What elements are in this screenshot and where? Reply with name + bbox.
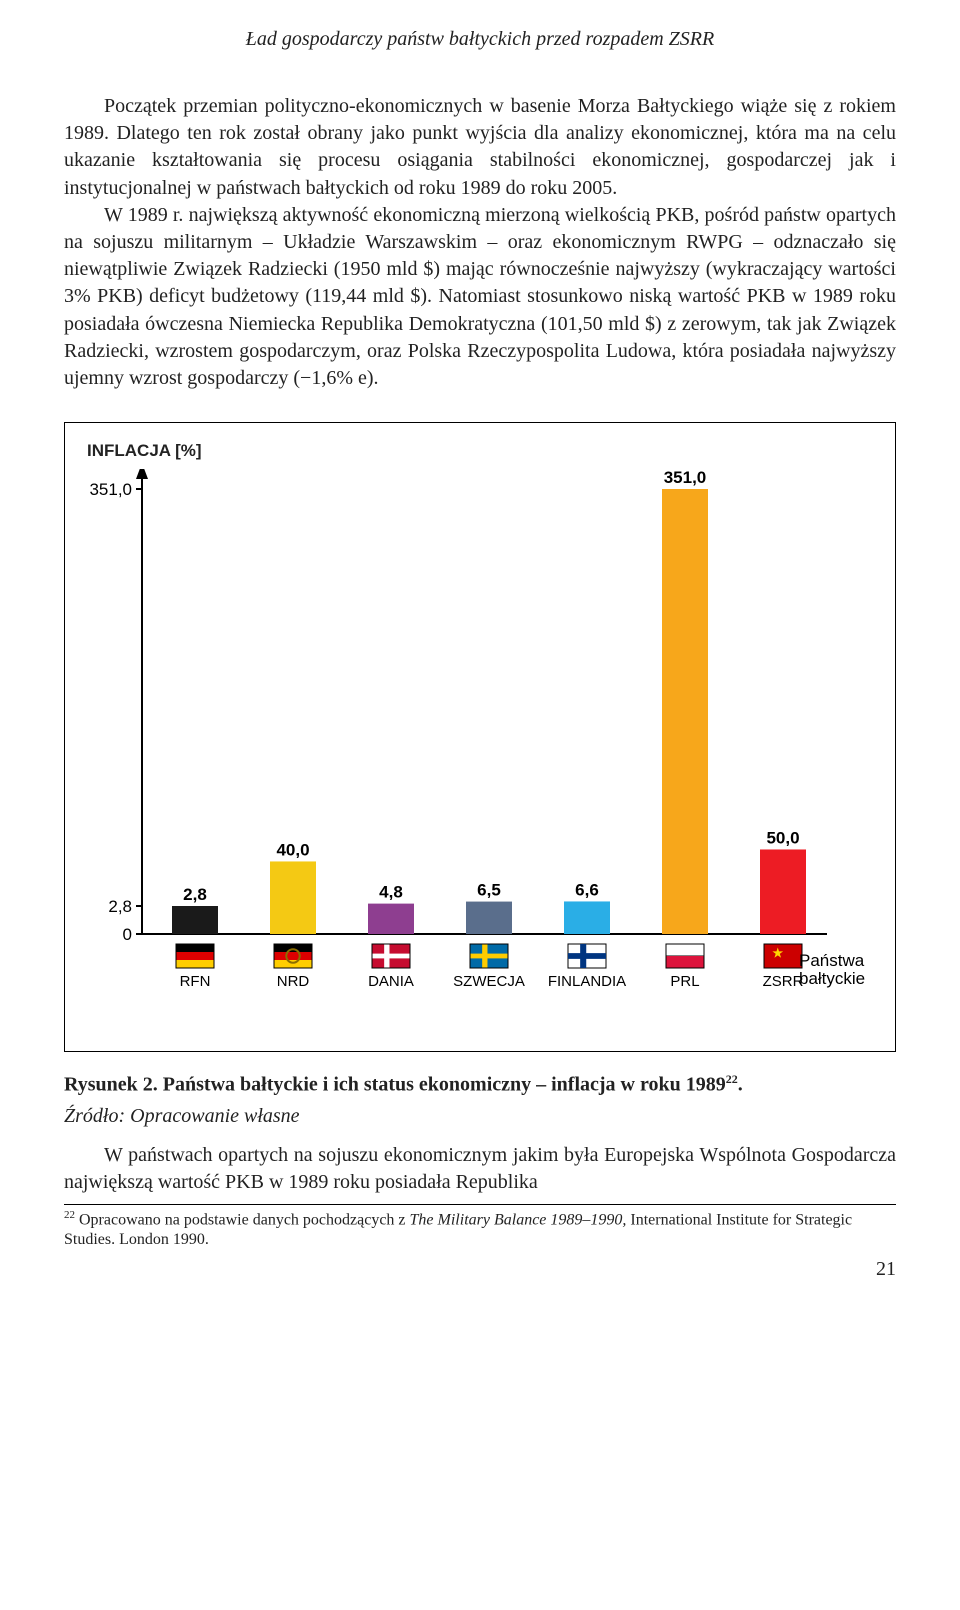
figure-caption-suffix: . — [738, 1074, 743, 1096]
svg-text:ZSRR: ZSRR — [763, 973, 804, 990]
svg-text:50,0: 50,0 — [766, 829, 799, 848]
svg-text:4,8: 4,8 — [379, 883, 403, 902]
footnote-number: 22 — [64, 1209, 75, 1221]
body-text-2: W państwach opartych na sojuszu ekonomic… — [64, 1142, 896, 1196]
svg-text:★: ★ — [772, 946, 783, 960]
chart-axis-title: INFLACJA [%] — [87, 441, 873, 461]
svg-text:RFN: RFN — [180, 973, 211, 990]
running-title: Ład gospodarczy państw bałtyckich przed … — [64, 28, 896, 51]
svg-text:0: 0 — [123, 925, 132, 944]
svg-text:2,8: 2,8 — [183, 885, 207, 904]
svg-text:NRD: NRD — [277, 973, 310, 990]
footnote: 22 Opracowano na podstawie danych pochod… — [64, 1204, 896, 1250]
paragraph-2: W 1989 r. największą aktywność ekonomicz… — [64, 202, 896, 392]
figure-caption: Rysunek 2. Państwa bałtyckie i ich statu… — [64, 1072, 896, 1097]
figure-source: Źródło: Opracowanie własne — [64, 1105, 896, 1128]
inflation-chart: INFLACJA [%] 0 2,8 351,0 2,8 RFN 40,0 NRD 4,8 DA… — [64, 422, 896, 1052]
chart-svg: 0 2,8 351,0 2,8 RFN 40,0 NRD 4,8 DANIA 6,5 SZWECJA… — [87, 469, 873, 1029]
footnote-text-a: Opracowano na podstawie danych pochodząc… — [75, 1211, 410, 1228]
svg-text:Państwabałtyckie: Państwabałtyckie — [799, 951, 865, 988]
svg-text:2,8: 2,8 — [108, 897, 132, 916]
paragraph-3: W państwach opartych na sojuszu ekonomic… — [64, 1142, 896, 1196]
svg-text:351,0: 351,0 — [89, 480, 132, 499]
page-number: 21 — [64, 1258, 896, 1281]
svg-text:SZWECJA: SZWECJA — [453, 973, 525, 990]
body-text: Początek przemian polityczno-ekonomiczny… — [64, 93, 896, 392]
paragraph-1: Początek przemian polityczno-ekonomiczny… — [64, 93, 896, 202]
figure-caption-text: Państwa bałtyckie i ich status ekonomicz… — [163, 1074, 726, 1096]
svg-text:FINLANDIA: FINLANDIA — [548, 973, 626, 990]
svg-text:6,5: 6,5 — [477, 881, 501, 900]
svg-text:40,0: 40,0 — [276, 841, 309, 860]
svg-text:351,0: 351,0 — [664, 469, 707, 487]
svg-text:PRL: PRL — [670, 973, 699, 990]
footnote-em: The Military Balance 1989–1990, — [410, 1211, 627, 1228]
svg-text:6,6: 6,6 — [575, 881, 599, 900]
figure-caption-prefix: Rysunek 2. — [64, 1074, 163, 1096]
svg-text:DANIA: DANIA — [368, 973, 414, 990]
figure-caption-sup: 22 — [726, 1072, 738, 1086]
